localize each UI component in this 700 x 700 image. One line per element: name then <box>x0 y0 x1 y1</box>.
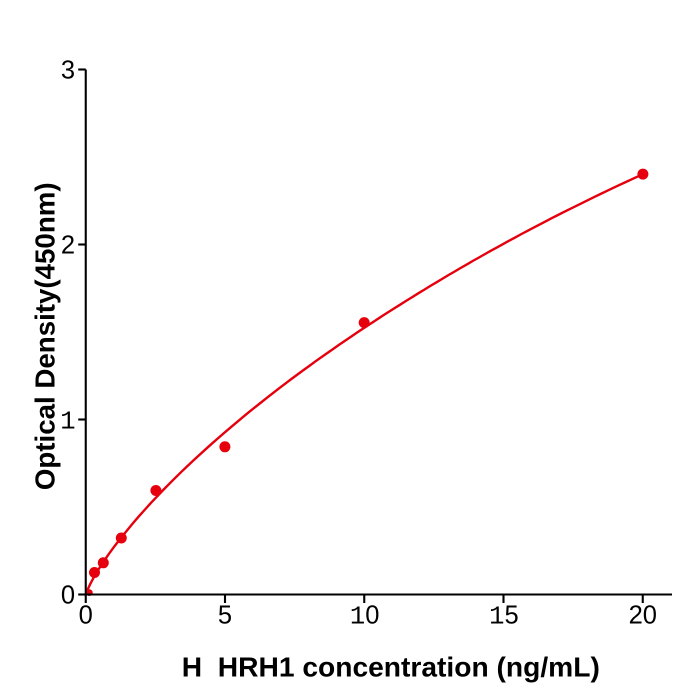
svg-text:H HRH1 concentration (ng/mL): H HRH1 concentration (ng/mL) <box>182 650 600 682</box>
svg-text:15: 15 <box>489 602 519 632</box>
svg-text:5: 5 <box>218 602 232 630</box>
svg-text:1: 1 <box>60 408 75 437</box>
svg-text:0: 0 <box>79 602 93 630</box>
svg-text:3: 3 <box>61 57 75 85</box>
svg-text:0: 0 <box>61 582 75 610</box>
svg-text:20: 20 <box>629 602 657 630</box>
svg-text:Optical Density(450nm): Optical Density(450nm) <box>30 182 61 490</box>
svg-text:10: 10 <box>350 602 380 632</box>
svg-text:2: 2 <box>61 232 75 260</box>
